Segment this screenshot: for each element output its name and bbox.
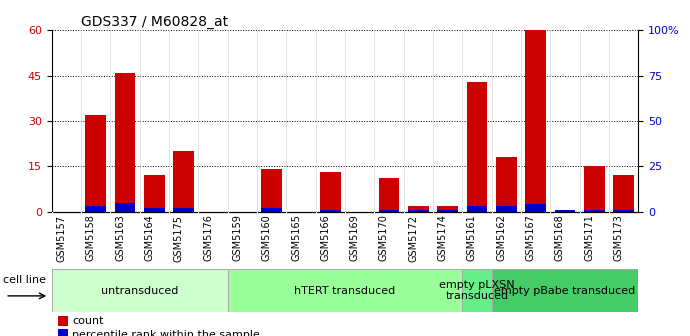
Text: GSM5163: GSM5163 bbox=[115, 215, 125, 261]
Bar bbox=[115, 203, 135, 212]
Text: cell line: cell line bbox=[3, 275, 46, 285]
Bar bbox=[525, 204, 546, 212]
Bar bbox=[173, 151, 194, 212]
Text: hTERT transduced: hTERT transduced bbox=[295, 286, 395, 296]
Bar bbox=[228, 269, 462, 312]
Bar bbox=[173, 208, 194, 212]
Text: untransduced: untransduced bbox=[101, 286, 179, 296]
Bar bbox=[408, 206, 428, 212]
Text: GSM5160: GSM5160 bbox=[262, 215, 272, 261]
Bar bbox=[115, 73, 135, 212]
Bar bbox=[613, 210, 634, 212]
Text: GSM5176: GSM5176 bbox=[203, 215, 213, 261]
Text: GSM5170: GSM5170 bbox=[379, 215, 389, 261]
Text: GSM5171: GSM5171 bbox=[584, 215, 594, 261]
Bar bbox=[320, 172, 341, 212]
Bar bbox=[379, 178, 400, 212]
Bar bbox=[466, 82, 487, 212]
Bar bbox=[462, 269, 492, 312]
Text: GSM5168: GSM5168 bbox=[555, 215, 565, 261]
Bar bbox=[52, 269, 228, 312]
Text: GSM5159: GSM5159 bbox=[233, 215, 242, 261]
Bar bbox=[437, 206, 458, 212]
Text: GSM5158: GSM5158 bbox=[86, 215, 96, 261]
Text: GSM5162: GSM5162 bbox=[496, 215, 506, 261]
Bar bbox=[613, 175, 634, 212]
Bar bbox=[58, 329, 68, 336]
Bar bbox=[555, 210, 575, 212]
Text: GSM5161: GSM5161 bbox=[467, 215, 477, 261]
Bar bbox=[584, 166, 604, 212]
Bar bbox=[496, 157, 517, 212]
Bar bbox=[86, 206, 106, 212]
Bar bbox=[491, 269, 638, 312]
Bar bbox=[408, 210, 428, 212]
Bar bbox=[86, 115, 106, 212]
Text: GSM5164: GSM5164 bbox=[144, 215, 155, 261]
Text: GSM5165: GSM5165 bbox=[291, 215, 301, 261]
Bar bbox=[466, 206, 487, 212]
Text: percentile rank within the sample: percentile rank within the sample bbox=[72, 330, 260, 336]
Text: GSM5175: GSM5175 bbox=[174, 215, 184, 261]
Text: GSM5169: GSM5169 bbox=[350, 215, 359, 261]
Bar bbox=[262, 169, 282, 212]
Text: GSM5173: GSM5173 bbox=[613, 215, 624, 261]
Text: GSM5166: GSM5166 bbox=[320, 215, 331, 261]
Text: count: count bbox=[72, 316, 104, 326]
Bar bbox=[584, 210, 604, 212]
Bar bbox=[320, 210, 341, 212]
Bar bbox=[437, 210, 458, 212]
Text: GSM5172: GSM5172 bbox=[408, 215, 418, 261]
Bar bbox=[379, 210, 400, 212]
Bar bbox=[496, 206, 517, 212]
Text: GSM5157: GSM5157 bbox=[57, 215, 66, 261]
Bar bbox=[144, 208, 165, 212]
Bar bbox=[525, 30, 546, 212]
Text: GDS337 / M60828_at: GDS337 / M60828_at bbox=[81, 15, 228, 29]
Text: empty pLXSN
transduced: empty pLXSN transduced bbox=[439, 280, 515, 301]
Bar bbox=[58, 316, 68, 326]
Text: GSM5174: GSM5174 bbox=[437, 215, 448, 261]
Text: GSM5167: GSM5167 bbox=[526, 215, 535, 261]
Bar bbox=[262, 208, 282, 212]
Bar bbox=[144, 175, 165, 212]
Text: empty pBabe transduced: empty pBabe transduced bbox=[494, 286, 635, 296]
